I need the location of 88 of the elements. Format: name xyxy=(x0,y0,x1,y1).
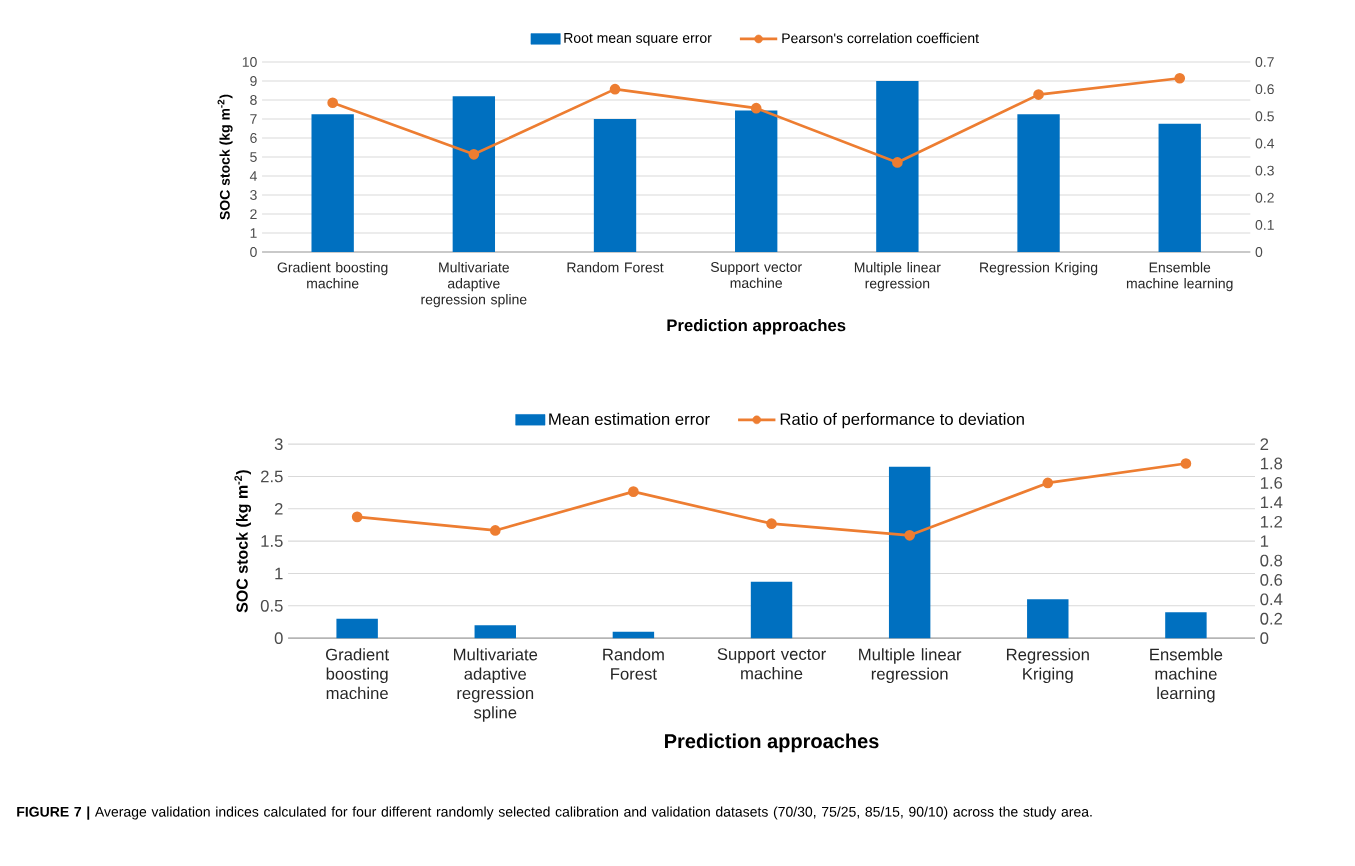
y-tick-label: 1 xyxy=(250,228,257,238)
y2-tick-label: 0 xyxy=(1260,632,1269,644)
y2-tick-label: 0.2 xyxy=(1260,612,1283,625)
point xyxy=(609,83,621,95)
bar xyxy=(593,118,637,252)
y-tick-label: 2 xyxy=(274,502,283,515)
legend-label: Pearson's correlation coefficient xyxy=(782,32,979,44)
y-tick-label: 10 xyxy=(242,56,257,67)
y-tick-label: 9 xyxy=(250,75,257,86)
text: FIGURE 7 | Average validation indices calculated for four different randomly selected calibration and validation datasets (70/30, 75/25, 85/15, 90/10) across the study area. xyxy=(17,806,1092,820)
point xyxy=(766,518,777,529)
point xyxy=(628,486,639,497)
y-tick-label: 0.5 xyxy=(260,599,283,612)
legend-label: Mean estimation error xyxy=(549,412,710,425)
x-tick-label: Regression Kriging xyxy=(1006,648,1089,683)
point xyxy=(468,148,480,160)
y-tick-label: 8 xyxy=(250,94,257,105)
y-tick-label: 1.5 xyxy=(261,535,283,547)
bar xyxy=(735,110,778,252)
bar xyxy=(1165,612,1207,639)
y2-tick-label: 0 xyxy=(1255,247,1263,257)
bar xyxy=(612,631,655,639)
y-tick-label: 0 xyxy=(274,632,283,644)
y2-tick-label: 0.4 xyxy=(1260,593,1283,606)
bar xyxy=(876,80,919,252)
bar xyxy=(1158,123,1201,252)
y-axis-title: SOC stock (kg m$^{-2}$) xyxy=(234,470,252,613)
x-axis-title: Prediction approaches xyxy=(665,733,879,753)
bar xyxy=(452,96,496,252)
bar xyxy=(750,581,793,639)
y2-tick-label: 0.3 xyxy=(1255,165,1274,176)
y-tick-label: 3 xyxy=(274,438,283,450)
point xyxy=(904,529,915,541)
y-tick-label: 1 xyxy=(275,567,283,580)
point xyxy=(1174,72,1186,84)
y2-tick-label: 0.6 xyxy=(1260,573,1283,586)
x-tick-label: Multivariate adaptive regression spline xyxy=(421,262,527,308)
y2-tick-label: 0.4 xyxy=(1255,138,1275,149)
bar xyxy=(336,618,378,639)
point xyxy=(327,97,338,108)
y-tick-label: 3 xyxy=(250,189,257,200)
x-tick-label: Ensemble machine learning xyxy=(1126,262,1233,292)
point xyxy=(892,157,903,168)
y2-tick-label: 1.6 xyxy=(1260,476,1283,489)
y-tick-label: 6 xyxy=(250,132,257,143)
bar xyxy=(311,114,354,252)
y-tick-label: 2.5 xyxy=(261,470,283,483)
y-tick-label: 4 xyxy=(249,171,257,181)
x-tick-label: Support vector machine xyxy=(717,648,826,680)
legend-label: Root mean square error xyxy=(564,33,712,46)
x-axis-title: Prediction approaches xyxy=(667,318,846,335)
bar xyxy=(1027,599,1069,639)
x-tick-label: Multivariate adaptive regression spline xyxy=(454,648,538,722)
x-tick-label: Multiple linear regression xyxy=(854,262,941,292)
y-tick-label: 5 xyxy=(250,152,257,162)
point xyxy=(1033,89,1044,100)
y2-tick-label: 0.6 xyxy=(1255,84,1274,95)
y2-tick-label: 0.8 xyxy=(1260,554,1283,567)
bar xyxy=(1017,114,1060,252)
y-tick-label: 0 xyxy=(250,247,257,257)
point xyxy=(1180,458,1192,469)
x-tick-label: Support vector machine xyxy=(710,262,802,288)
x-tick-label: Gradient boosting machine xyxy=(277,262,388,289)
point xyxy=(351,511,363,523)
y-axis-title: SOC stock (kg m$^{-2}$) xyxy=(217,94,233,220)
point xyxy=(750,102,762,114)
y2-tick-label: 0.7 xyxy=(1255,56,1274,67)
y2-tick-label: 1.2 xyxy=(1260,515,1283,528)
point xyxy=(1042,477,1054,489)
y2-tick-label: 1 xyxy=(1260,535,1269,547)
x-tick-label: Regression Kriging xyxy=(980,262,1098,276)
y2-tick-label: 0.1 xyxy=(1255,219,1274,230)
y2-tick-label: 0.2 xyxy=(1255,192,1274,203)
legend-label: Ratio of performance to deviation xyxy=(780,412,1024,429)
x-tick-label: Random Forest xyxy=(603,648,664,680)
y2-tick-label: 2 xyxy=(1260,438,1269,450)
y2-tick-label: 1.8 xyxy=(1260,457,1283,470)
bar xyxy=(474,625,516,639)
x-tick-label: Ensemble machine learning xyxy=(1150,648,1223,703)
bar xyxy=(888,466,931,639)
x-tick-label: Gradient boosting machine xyxy=(326,648,389,700)
y2-tick-label: 1.4 xyxy=(1260,496,1283,508)
x-tick-label: Multiple linear regression xyxy=(859,648,962,683)
y2-tick-label: 0.5 xyxy=(1255,111,1274,122)
x-tick-label: Random Forest xyxy=(567,262,664,273)
y-tick-label: 2 xyxy=(250,209,257,219)
y-tick-label: 7 xyxy=(250,114,257,124)
point xyxy=(489,525,501,536)
